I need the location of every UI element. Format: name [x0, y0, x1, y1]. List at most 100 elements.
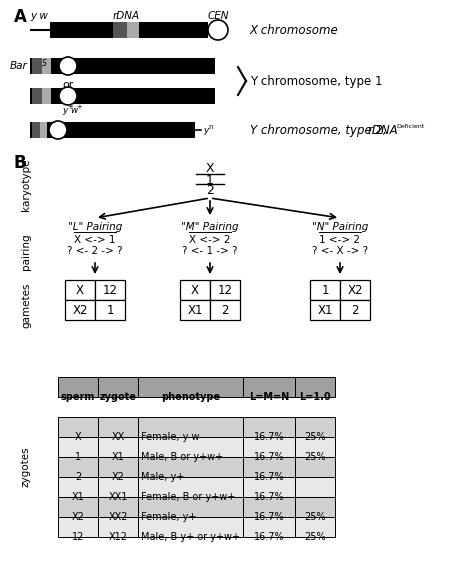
Text: A: A — [14, 8, 27, 26]
Text: Deficient: Deficient — [396, 123, 424, 129]
Text: 2: 2 — [221, 303, 229, 316]
Bar — [95, 300, 125, 320]
Bar — [32, 122, 40, 138]
Text: 1: 1 — [75, 452, 81, 462]
Bar — [127, 22, 139, 38]
Circle shape — [59, 87, 77, 105]
Text: XX1: XX1 — [109, 492, 128, 502]
Text: 12: 12 — [218, 283, 233, 296]
Text: 25%: 25% — [304, 532, 326, 542]
Bar — [95, 280, 125, 300]
Text: 16.7%: 16.7% — [254, 532, 284, 542]
Circle shape — [49, 121, 67, 139]
Bar — [138, 457, 243, 477]
Text: ? <- X -> ?: ? <- X -> ? — [312, 246, 368, 256]
Text: zygotes: zygotes — [21, 447, 31, 487]
Text: Male, B or y+w+: Male, B or y+w+ — [141, 452, 223, 462]
Bar — [32, 58, 42, 74]
Text: Male, B y+ or y+w+: Male, B y+ or y+w+ — [141, 532, 240, 542]
Text: X12: X12 — [109, 532, 128, 542]
Text: 2: 2 — [75, 472, 81, 482]
Bar — [50, 22, 208, 38]
Bar — [138, 517, 243, 537]
Text: or: or — [62, 80, 73, 90]
Text: +: + — [76, 104, 82, 110]
Bar — [58, 377, 98, 397]
Text: X2: X2 — [72, 512, 84, 522]
Text: XX: XX — [111, 432, 125, 442]
Text: gametes: gametes — [21, 282, 31, 328]
Bar — [40, 122, 47, 138]
Text: X1: X1 — [187, 303, 203, 316]
Text: 25%: 25% — [304, 432, 326, 442]
Text: karyotype: karyotype — [21, 159, 31, 211]
Text: Female, B or y+w+: Female, B or y+w+ — [141, 492, 235, 502]
Text: 25%: 25% — [304, 512, 326, 522]
Circle shape — [59, 57, 77, 75]
Bar — [98, 417, 138, 437]
Text: 16.7%: 16.7% — [254, 492, 284, 502]
Text: X: X — [75, 432, 82, 442]
Bar — [42, 58, 51, 74]
Text: 2: 2 — [351, 303, 359, 316]
Bar — [295, 437, 335, 457]
Bar — [295, 497, 335, 517]
Text: XX2: XX2 — [108, 512, 128, 522]
Bar — [98, 517, 138, 537]
Text: 12: 12 — [102, 283, 118, 296]
Bar — [340, 280, 370, 300]
Bar — [243, 477, 295, 497]
Text: X: X — [206, 162, 214, 175]
Bar — [310, 280, 340, 300]
Text: L=M=N: L=M=N — [249, 392, 289, 402]
Bar — [98, 457, 138, 477]
Bar — [58, 517, 98, 537]
Text: pairing: pairing — [21, 234, 31, 270]
Text: rDNA: rDNA — [112, 11, 139, 21]
Text: 25%: 25% — [304, 452, 326, 462]
Bar — [98, 437, 138, 457]
Bar — [243, 517, 295, 537]
Text: 12: 12 — [72, 532, 84, 542]
Text: rDNA: rDNA — [368, 123, 399, 137]
Text: ? <- 2 -> ?: ? <- 2 -> ? — [67, 246, 123, 256]
Bar — [295, 417, 335, 437]
Text: w: w — [70, 106, 77, 115]
Bar — [65, 300, 95, 320]
Text: X <-> 1: X <-> 1 — [74, 235, 116, 245]
Bar — [138, 417, 243, 437]
Bar — [65, 280, 95, 300]
Circle shape — [208, 20, 228, 40]
Bar — [30, 88, 215, 104]
Bar — [138, 377, 243, 397]
Text: y: y — [62, 106, 67, 115]
Bar — [180, 300, 210, 320]
Bar — [243, 457, 295, 477]
Text: phenotype: phenotype — [161, 392, 220, 402]
Text: 1: 1 — [321, 283, 329, 296]
Text: 16.7%: 16.7% — [254, 432, 284, 442]
Bar — [243, 417, 295, 437]
Bar — [340, 300, 370, 320]
Text: 1: 1 — [206, 174, 214, 187]
Bar — [210, 300, 240, 320]
Text: Y chromosome, type 2,: Y chromosome, type 2, — [250, 123, 391, 137]
Text: X: X — [191, 283, 199, 296]
Text: 16.7%: 16.7% — [254, 452, 284, 462]
Text: B: B — [14, 154, 27, 172]
Text: sperm: sperm — [61, 392, 95, 402]
Text: X1: X1 — [317, 303, 333, 316]
Text: 1 <-> 2: 1 <-> 2 — [319, 235, 361, 245]
Bar — [210, 280, 240, 300]
Bar — [138, 477, 243, 497]
Text: Bar: Bar — [9, 61, 27, 71]
Text: X1: X1 — [111, 452, 124, 462]
Text: X2: X2 — [72, 303, 88, 316]
Text: L=1.0: L=1.0 — [299, 392, 331, 402]
Bar — [243, 437, 295, 457]
Text: "L" Pairing: "L" Pairing — [68, 222, 122, 232]
Text: X chromosome: X chromosome — [250, 23, 339, 36]
Bar — [98, 377, 138, 397]
Text: y: y — [203, 126, 209, 134]
Text: zygote: zygote — [100, 392, 137, 402]
